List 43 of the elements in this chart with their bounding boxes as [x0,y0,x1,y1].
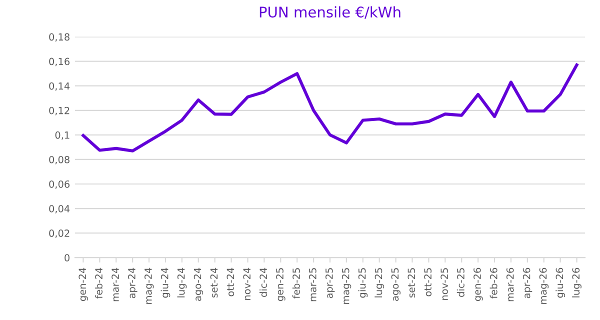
y-tick-label: 0 [64,254,70,262]
x-tick-label: mar-26 [506,268,514,302]
y-tick-label: 0,1 [55,131,70,140]
x-tick-label: set-24 [210,268,218,298]
y-tick-label: 0,14 [49,82,70,91]
x-tick-label: ott-24 [226,268,234,296]
y-tick-label: 0,06 [49,180,70,189]
x-tick-label: gen-24 [78,268,88,301]
x-tick-label: dic-25 [456,268,464,297]
y-tick-label: 0,18 [49,33,70,42]
x-tick-label: mag-25 [342,268,352,304]
x-tick-label: mar-24 [112,268,119,302]
x-tick-label: ott-25 [424,268,432,296]
x-tick-label: gen-26 [474,268,483,301]
x-tick-label: nov-25 [440,268,448,300]
x-tick-label: giu-26 [556,268,566,298]
chart-title: PUN mensile €/kWh [260,6,400,19]
y-tick-label: 0,02 [49,230,70,238]
y-tick-label: 0,08 [49,156,70,164]
y-tick-label: 0,16 [49,58,70,66]
x-tick-label: mar-25 [309,268,316,302]
x-tick-label: lug-26 [572,268,582,298]
x-tick-label: giu-25 [358,268,368,298]
x-tick-label: mag-26 [539,268,549,304]
x-tick-label: lug-25 [374,268,384,298]
x-tick-label: feb-24 [94,268,102,299]
x-tick-label: mag-24 [144,268,154,304]
y-tick-label: 0,04 [49,205,70,214]
x-tick-label: giu-24 [160,268,170,298]
x-tick-label: lug-24 [177,268,187,298]
x-tick-label: gen-25 [276,268,286,301]
x-tick-label: ago-25 [391,268,401,301]
x-tick-label: ago-24 [194,268,204,301]
x-tick-label: feb-25 [292,268,300,299]
x-tick-label: dic-24 [259,268,268,297]
line-series [82,63,578,152]
x-tick-label: apr-24 [128,268,138,298]
x-tick-label: feb-26 [490,268,498,299]
y-tick-label: 0,12 [49,106,70,116]
x-tick-label: set-25 [408,268,416,298]
x-tick-label: nov-24 [243,268,251,300]
x-tick-label: apr-26 [522,268,532,298]
x-tick-label: apr-25 [325,268,335,298]
